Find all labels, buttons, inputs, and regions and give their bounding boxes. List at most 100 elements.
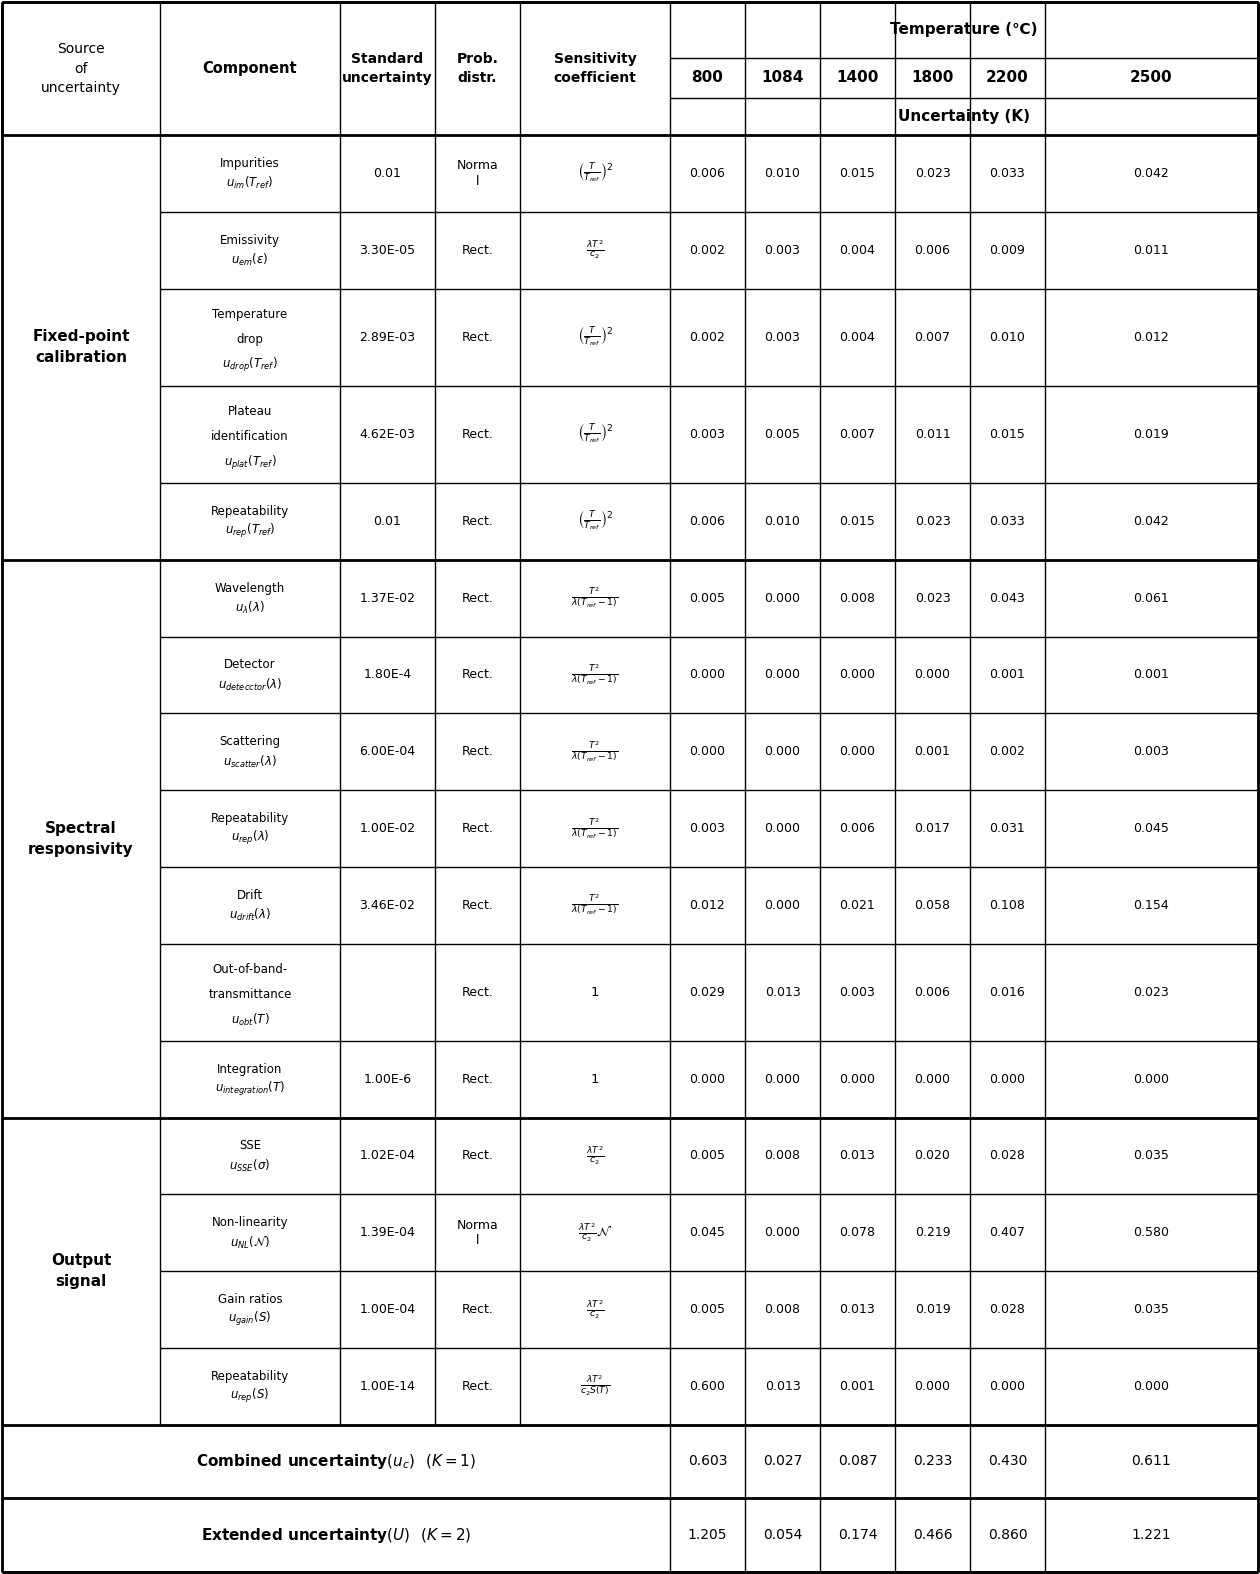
Text: 0.028: 0.028 (989, 1149, 1026, 1163)
Text: 1.221: 1.221 (1131, 1528, 1172, 1543)
Text: 0.045: 0.045 (1134, 822, 1169, 834)
Text: 1084: 1084 (761, 71, 804, 85)
Text: drop: drop (237, 334, 263, 346)
Text: Component: Component (203, 61, 297, 76)
Text: 0.000: 0.000 (689, 745, 726, 759)
Text: Rect.: Rect. (461, 985, 494, 999)
Text: 0.003: 0.003 (765, 331, 800, 343)
Text: 0.407: 0.407 (989, 1226, 1026, 1239)
Text: $u_{integration}(T)$: $u_{integration}(T)$ (214, 1080, 285, 1099)
Text: Scattering: Scattering (219, 735, 281, 748)
Text: Standard
uncertainty: Standard uncertainty (343, 52, 433, 85)
Text: $\left(\frac{T}{T_{ref}}\right)^2$: $\left(\frac{T}{T_{ref}}\right)^2$ (577, 162, 614, 186)
Text: 0.603: 0.603 (688, 1454, 727, 1469)
Text: Emissivity: Emissivity (220, 233, 280, 247)
Text: Temperature (℃): Temperature (℃) (891, 22, 1038, 38)
Text: 0.010: 0.010 (989, 331, 1026, 343)
Text: $\frac{\lambda T^2}{c_2}$: $\frac{\lambda T^2}{c_2}$ (586, 1144, 605, 1168)
Text: 0.001: 0.001 (1134, 669, 1169, 682)
Text: 4.62E-03: 4.62E-03 (359, 428, 416, 441)
Text: Prob.
distr.: Prob. distr. (456, 52, 499, 85)
Text: 0.007: 0.007 (839, 428, 876, 441)
Text: Rect.: Rect. (461, 899, 494, 911)
Text: 1.205: 1.205 (688, 1528, 727, 1543)
Text: Out-of-band-: Out-of-band- (213, 963, 287, 976)
Text: Sensitivity
coefficient: Sensitivity coefficient (553, 52, 636, 85)
Text: 800: 800 (692, 71, 723, 85)
Text: $1$: $1$ (591, 1073, 600, 1086)
Text: $\frac{T^2}{\lambda(T_{ref}-1)}$: $\frac{T^2}{\lambda(T_{ref}-1)}$ (571, 586, 619, 611)
Text: 0.003: 0.003 (1134, 745, 1169, 759)
Text: Rect.: Rect. (461, 1303, 494, 1316)
Text: 0.580: 0.580 (1134, 1226, 1169, 1239)
Text: 0.000: 0.000 (915, 669, 950, 682)
Text: 0.600: 0.600 (689, 1380, 726, 1393)
Text: 0.013: 0.013 (839, 1303, 876, 1316)
Text: 0.002: 0.002 (689, 331, 726, 343)
Text: $\frac{T^2}{\lambda(T_{ref}-1)}$: $\frac{T^2}{\lambda(T_{ref}-1)}$ (571, 817, 619, 841)
Text: 0.023: 0.023 (915, 592, 950, 604)
Text: 0.010: 0.010 (765, 167, 800, 179)
Text: Plateau: Plateau (228, 405, 272, 417)
Text: 1.37E-02: 1.37E-02 (359, 592, 416, 604)
Text: $u_{drop}(T_{ref})$: $u_{drop}(T_{ref})$ (222, 356, 278, 375)
Text: 0.000: 0.000 (1134, 1380, 1169, 1393)
Text: SSE: SSE (239, 1140, 261, 1152)
Text: 1400: 1400 (837, 71, 878, 85)
Text: 6.00E-04: 6.00E-04 (359, 745, 416, 759)
Text: $\frac{\lambda T^2}{c_2}\mathcal{N}$: $\frac{\lambda T^2}{c_2}\mathcal{N}$ (578, 1221, 612, 1243)
Text: Drift: Drift (237, 889, 263, 902)
Text: Repeatability: Repeatability (210, 812, 289, 825)
Text: 0.031: 0.031 (989, 822, 1026, 834)
Text: 0.430: 0.430 (988, 1454, 1027, 1469)
Text: 0.000: 0.000 (839, 669, 876, 682)
Text: Rect.: Rect. (461, 428, 494, 441)
Text: Norma: Norma (456, 1218, 499, 1231)
Text: 0.042: 0.042 (1134, 167, 1169, 179)
Text: 0.023: 0.023 (915, 515, 950, 527)
Text: 0.005: 0.005 (765, 428, 800, 441)
Text: $u_{im}(T_{ref})$: $u_{im}(T_{ref})$ (227, 175, 273, 192)
Text: 0.061: 0.061 (1134, 592, 1169, 604)
Text: $u_{SSE}(\sigma)$: $u_{SSE}(\sigma)$ (229, 1158, 271, 1174)
Text: 0.028: 0.028 (989, 1303, 1026, 1316)
Text: 0.004: 0.004 (839, 331, 876, 343)
Text: 0.078: 0.078 (839, 1226, 876, 1239)
Text: 2200: 2200 (987, 71, 1029, 85)
Text: 1.80E-4: 1.80E-4 (363, 669, 412, 682)
Text: 0.000: 0.000 (839, 1073, 876, 1086)
Text: 0.006: 0.006 (689, 515, 726, 527)
Text: 0.027: 0.027 (762, 1454, 803, 1469)
Text: 0.006: 0.006 (689, 167, 726, 179)
Text: $u_{gain}(S)$: $u_{gain}(S)$ (228, 1311, 272, 1328)
Text: $u_{\lambda}(\lambda)$: $u_{\lambda}(\lambda)$ (236, 600, 265, 615)
Text: 0.108: 0.108 (989, 899, 1026, 911)
Text: 0.035: 0.035 (1134, 1303, 1169, 1316)
Text: 0.000: 0.000 (765, 669, 800, 682)
Text: 0.01: 0.01 (373, 167, 402, 179)
Text: 1.00E-6: 1.00E-6 (363, 1073, 412, 1086)
Text: 0.033: 0.033 (989, 515, 1026, 527)
Text: 0.033: 0.033 (989, 167, 1026, 179)
Text: Norma: Norma (456, 159, 499, 172)
Text: identification: identification (212, 430, 289, 444)
Text: Gain ratios: Gain ratios (218, 1292, 282, 1306)
Text: $\frac{\lambda T^2}{c_2 S(T)}$: $\frac{\lambda T^2}{c_2 S(T)}$ (580, 1374, 610, 1398)
Text: Source
of
uncertainty: Source of uncertainty (42, 42, 121, 94)
Text: 0.043: 0.043 (989, 592, 1026, 604)
Text: 2500: 2500 (1130, 71, 1173, 85)
Text: $\frac{T^2}{\lambda(T_{ref}-1)}$: $\frac{T^2}{\lambda(T_{ref}-1)}$ (571, 740, 619, 763)
Text: 0.017: 0.017 (915, 822, 950, 834)
Text: $1$: $1$ (591, 985, 600, 999)
Text: Rect.: Rect. (461, 1380, 494, 1393)
Text: 0.013: 0.013 (839, 1149, 876, 1163)
Text: Fixed-point
calibration: Fixed-point calibration (33, 329, 130, 365)
Text: 0.012: 0.012 (689, 899, 726, 911)
Text: 0.058: 0.058 (915, 899, 950, 911)
Text: $\left(\frac{T}{T_{ref}}\right)^2$: $\left(\frac{T}{T_{ref}}\right)^2$ (577, 422, 614, 445)
Text: 0.000: 0.000 (1134, 1073, 1169, 1086)
Text: 0.005: 0.005 (689, 1303, 726, 1316)
Text: 0.015: 0.015 (839, 515, 876, 527)
Text: 0.000: 0.000 (765, 745, 800, 759)
Text: 0.015: 0.015 (989, 428, 1026, 441)
